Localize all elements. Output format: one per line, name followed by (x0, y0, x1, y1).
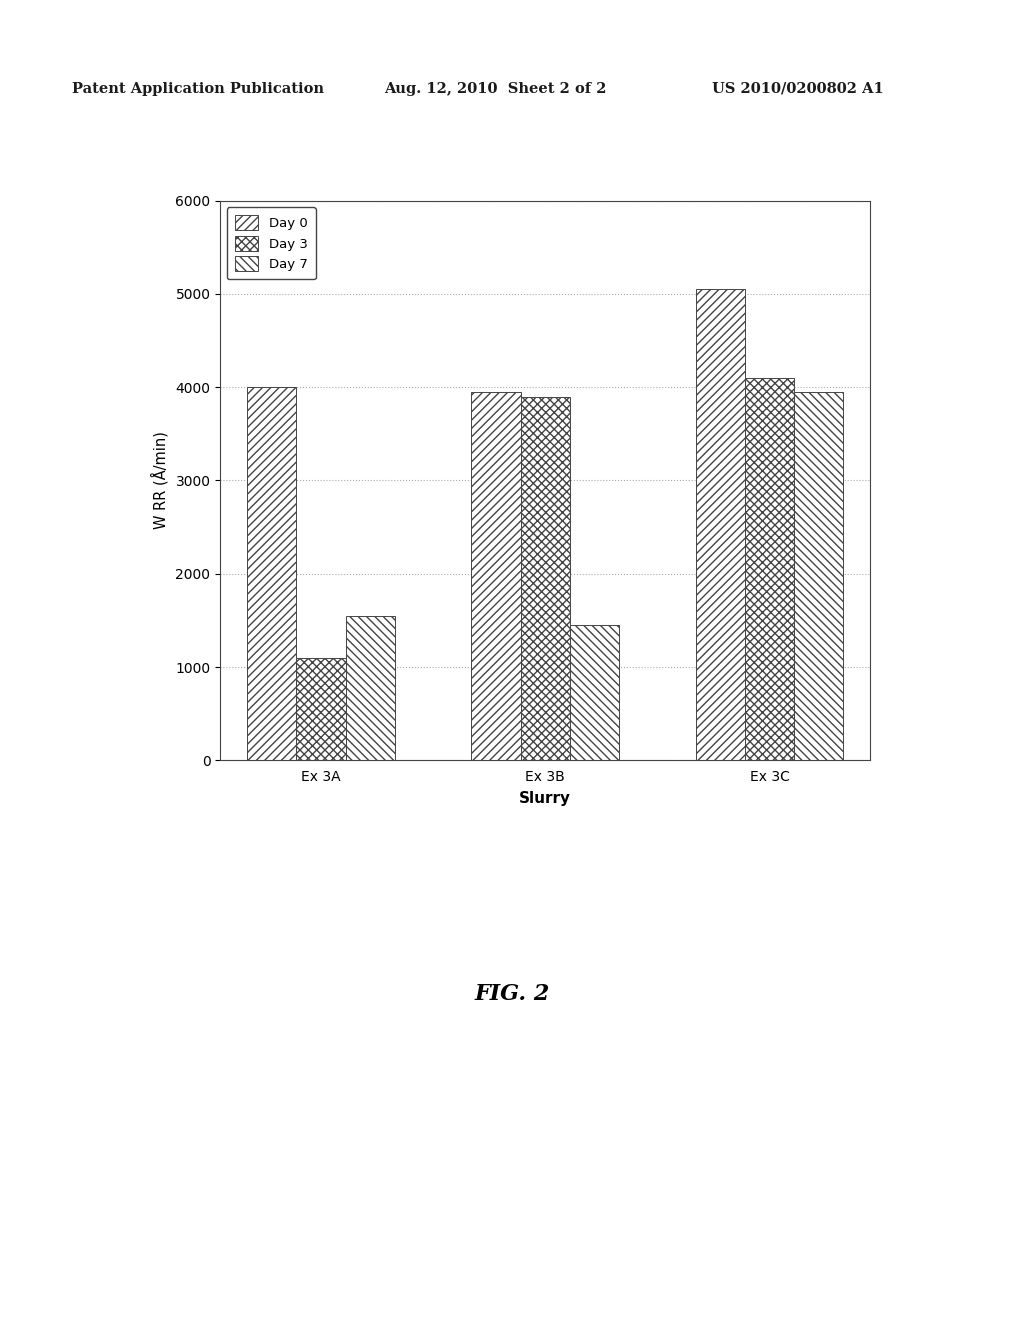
Text: US 2010/0200802 A1: US 2010/0200802 A1 (712, 82, 884, 96)
Bar (520, 396, 570, 760)
Bar (695, 289, 744, 760)
Y-axis label: W RR (Å/min): W RR (Å/min) (151, 432, 168, 529)
Bar (346, 615, 395, 760)
Bar (570, 626, 620, 760)
Legend: Day 0, Day 3, Day 7: Day 0, Day 3, Day 7 (226, 207, 315, 280)
Text: FIG. 2: FIG. 2 (474, 983, 550, 1006)
Bar (744, 378, 795, 760)
Bar (247, 387, 296, 760)
Bar (795, 392, 844, 760)
Text: Patent Application Publication: Patent Application Publication (72, 82, 324, 96)
Bar (471, 392, 520, 760)
Bar (296, 657, 346, 760)
X-axis label: Slurry: Slurry (519, 791, 571, 807)
Text: Aug. 12, 2010  Sheet 2 of 2: Aug. 12, 2010 Sheet 2 of 2 (384, 82, 606, 96)
